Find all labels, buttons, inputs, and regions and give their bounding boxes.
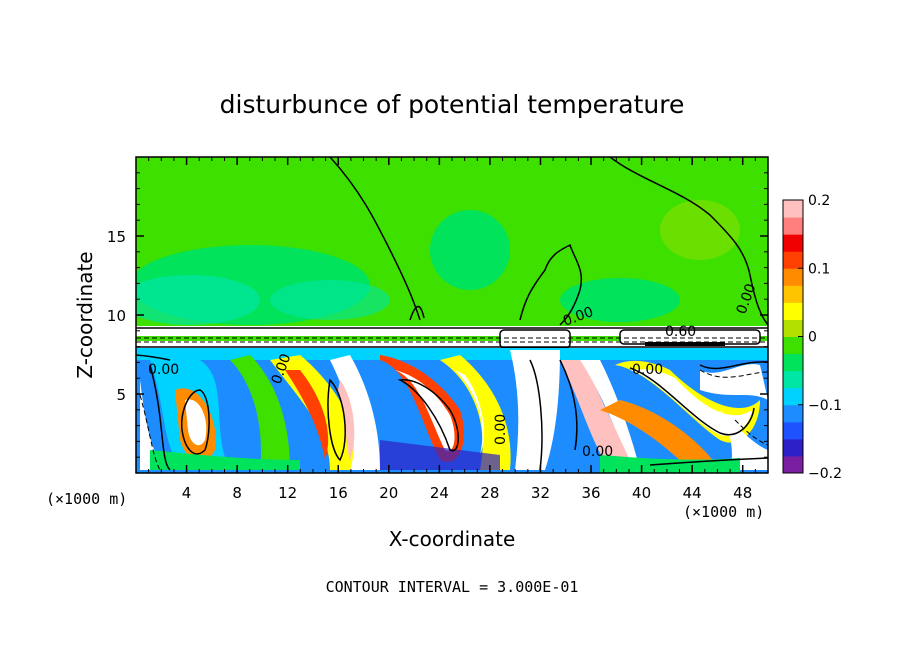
colorbar-swatch: [783, 370, 803, 389]
x-axis: 4 8 12 16 20 24 28 32 36 40 44 48: [148, 157, 756, 502]
colorbar-swatch: [783, 251, 803, 269]
colorbar: 0.2 0.1 0 −0.1 −0.2: [782, 193, 842, 482]
x-tick-label: 32: [531, 484, 550, 502]
x-axis-unit-right: (×1000 m): [683, 503, 764, 521]
plot-area: 0.00 0.00 0.00 0.00 0.00 0.00 0.00 0.60: [136, 157, 768, 473]
x-tick-label: 20: [379, 484, 398, 502]
upper-field-patch: [136, 275, 260, 325]
upper-field-patch: [430, 210, 510, 290]
upper-field-patch: [660, 200, 740, 260]
colorbar-tick-label: 0.1: [808, 261, 830, 277]
x-tick-label: 40: [632, 484, 651, 502]
colorbar-swatch: [783, 353, 803, 372]
boundary-band: [499, 329, 571, 349]
y-tick-label: 5: [116, 386, 126, 404]
colorbar-tick-label: −0.1: [808, 398, 842, 414]
colorbar-swatch: [783, 404, 803, 423]
colorbar-swatch: [783, 217, 803, 235]
y-tick-label: 10: [107, 307, 126, 325]
x-tick-label: 36: [581, 484, 600, 502]
colorbar-swatch: [783, 455, 803, 474]
colorbar-swatch: [783, 234, 803, 252]
x-tick-label: 12: [278, 484, 297, 502]
upper-field-patch: [560, 278, 680, 322]
contour-dashed: [136, 337, 768, 471]
contour-label: 0.00: [493, 414, 509, 445]
y-axis: 5 10 15: [107, 172, 768, 458]
x-tick-label: 28: [480, 484, 499, 502]
contour-label: 0.00: [148, 362, 179, 378]
colorbar-swatch: [783, 268, 803, 286]
upper-field-patch: [270, 280, 390, 320]
colorbar-swatch: [783, 302, 803, 320]
colorbar-tick-label: −0.2: [808, 466, 842, 482]
colorbar-swatch: [783, 285, 803, 303]
x-tick-label: 8: [232, 484, 242, 502]
x-tick-label: 48: [733, 484, 752, 502]
x-tick-label: 44: [683, 484, 702, 502]
boundary-band: [645, 342, 725, 346]
colorbar-swatch: [783, 387, 803, 406]
turbulent-eddies: [140, 350, 768, 473]
x-tick-label: 24: [430, 484, 449, 502]
x-tick-label: 4: [182, 484, 192, 502]
x-tick-label: 16: [329, 484, 348, 502]
contour-label: 0.00: [582, 444, 613, 460]
x-axis-label: X-coordinate: [389, 527, 516, 551]
colorbar-swatch: [783, 421, 803, 440]
colorbar-swatch: [783, 319, 803, 337]
colorbar-swatch: [783, 336, 803, 355]
contour-lines: [136, 157, 768, 471]
contour-interval-note: CONTOUR INTERVAL = 3.000E-01: [326, 578, 579, 596]
y-axis-label: Z-coordinate: [73, 251, 97, 378]
contour-label: 0.60: [665, 324, 696, 340]
colorbar-tick-label: 0.2: [808, 193, 830, 209]
y-tick-label: 15: [107, 228, 126, 246]
contour-label: 0.00: [632, 362, 663, 378]
x-axis-unit-left: (×1000 m): [46, 490, 127, 508]
colorbar-swatch: [783, 438, 803, 457]
chart-title: disturbunce of potential temperature: [220, 90, 685, 119]
colorbar-tick-label: 0: [808, 330, 817, 346]
colorbar-swatch: [783, 200, 803, 218]
